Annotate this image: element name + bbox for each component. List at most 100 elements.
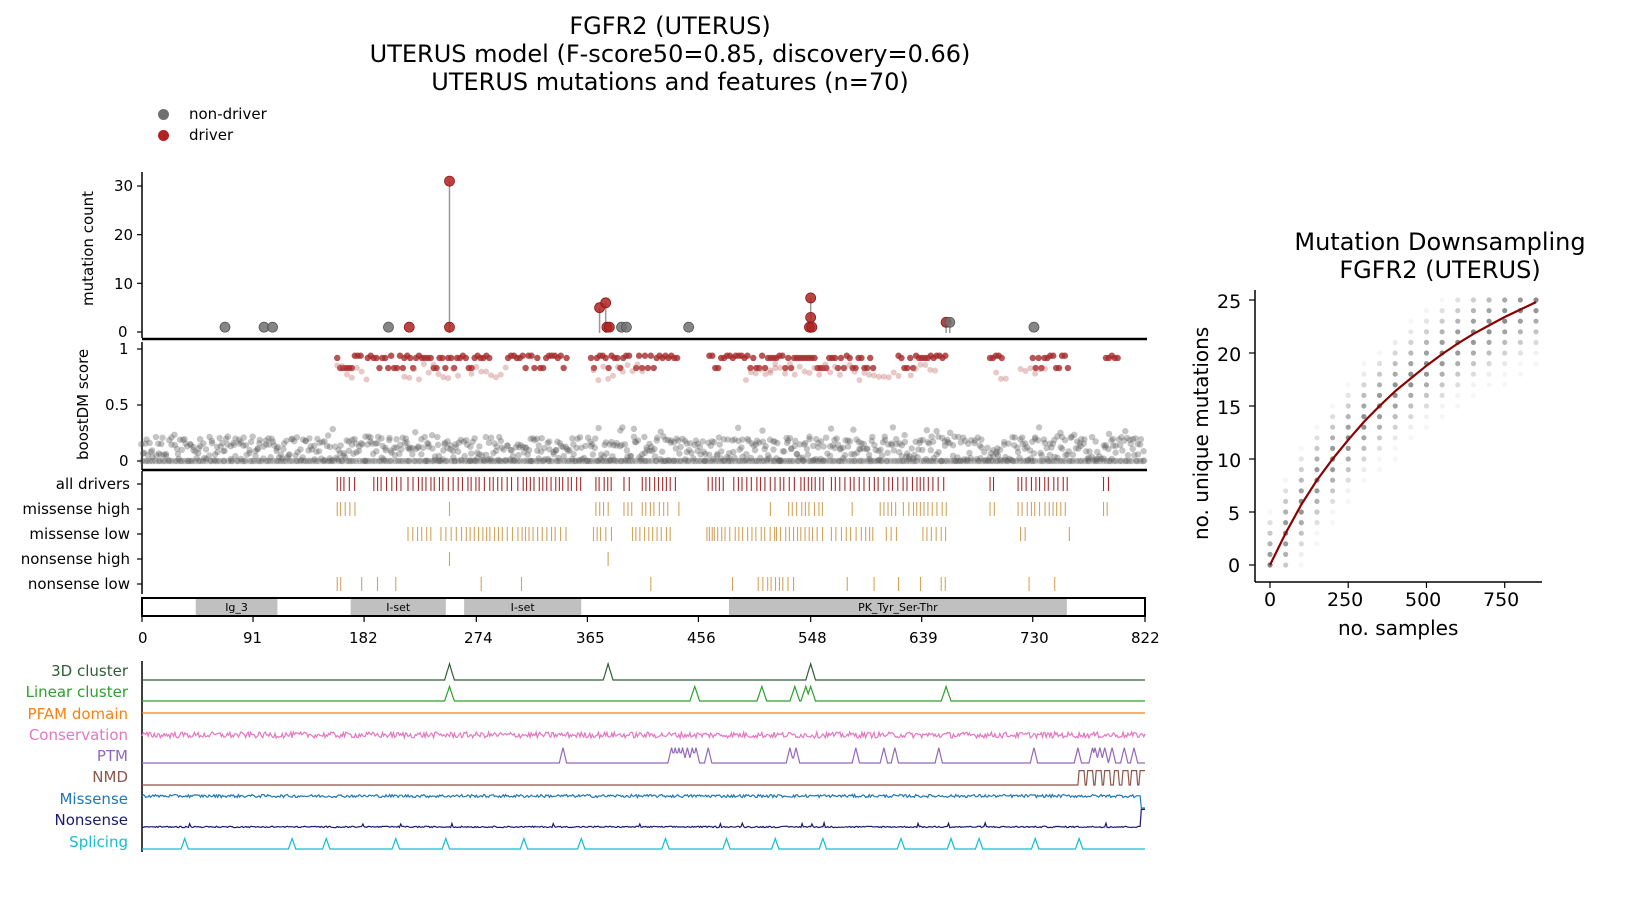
domain-I-set: I-set xyxy=(464,599,582,615)
boostdm-point-non-driver xyxy=(973,455,980,463)
boostdm-point-non-driver xyxy=(702,457,709,464)
boostdm-point-non-driver xyxy=(800,441,808,448)
boostdm-point-non-driver xyxy=(240,434,247,441)
boostdm-point-driver xyxy=(590,364,598,372)
boostdm-point-non-driver xyxy=(452,443,460,451)
boostdm-point-non-driver xyxy=(751,457,758,465)
boostdm-point-driver-low xyxy=(927,366,934,373)
boostdm-point-non-driver xyxy=(1024,456,1032,464)
boostdm-point-non-driver xyxy=(474,454,481,462)
boostdm-point-driver xyxy=(625,352,633,359)
track-missense-high xyxy=(137,502,1108,516)
downsampling-point xyxy=(1502,382,1508,388)
downsampling-point xyxy=(1455,371,1461,377)
downsampling-point xyxy=(1329,435,1336,441)
boostdm-point-non-driver xyxy=(729,437,736,444)
boostdm-point-non-driver xyxy=(247,438,255,446)
boostdm-point-driver-low xyxy=(619,368,626,375)
boostdm-point-driver-low xyxy=(841,364,848,371)
boostdm-point-non-driver xyxy=(697,457,704,465)
downsampling-point xyxy=(1298,530,1304,536)
boostdm-point-non-driver xyxy=(755,439,763,446)
boostdm-point-non-driver xyxy=(634,437,642,444)
boostdm-point-non-driver xyxy=(959,434,967,441)
boostdm-point-non-driver xyxy=(254,445,262,452)
downsampling-point xyxy=(1502,329,1508,335)
lollipop-point-driver xyxy=(805,292,817,304)
boostdm-point-non-driver xyxy=(1054,433,1061,440)
boostdm-point-non-driver xyxy=(752,441,760,448)
boostdm-point-non-driver xyxy=(1003,457,1011,465)
boostdm-point-non-driver xyxy=(493,457,500,465)
boostdm-point-non-driver xyxy=(728,457,736,465)
boostdm-point-non-driver xyxy=(406,457,413,465)
boostdm-point-non-driver xyxy=(736,457,744,465)
downsampling-point xyxy=(1267,530,1273,536)
boostdm-point-driver xyxy=(650,364,657,372)
boostdm-point-non-driver xyxy=(643,446,651,454)
boostdm-point-non-driver xyxy=(1036,457,1043,465)
boostdm-point-non-driver xyxy=(197,442,204,450)
boostdm-point-non-driver xyxy=(914,454,921,461)
boostdm-point-non-driver xyxy=(434,433,441,441)
boostdm-point-driver xyxy=(605,364,612,372)
boostdm-point-non-driver xyxy=(431,453,439,460)
boostdm-point-non-driver xyxy=(774,439,781,447)
boostdm-point-non-driver xyxy=(432,456,439,463)
boostdm-point-non-driver xyxy=(149,457,156,465)
boostdm-point-non-driver xyxy=(850,457,858,465)
boostdm-point-non-driver xyxy=(689,457,697,465)
boostdm-point-non-driver xyxy=(1086,448,1093,455)
boostdm-point-non-driver xyxy=(199,457,207,465)
boostdm-point-non-driver xyxy=(487,457,495,465)
boostdm-point-non-driver xyxy=(889,424,897,431)
boostdm-point-driver xyxy=(904,364,911,372)
boostdm-point-non-driver xyxy=(718,457,725,465)
boostdm-point-non-driver xyxy=(967,454,974,462)
boostdm-point-non-driver xyxy=(402,457,410,465)
boostdm-point-non-driver xyxy=(324,432,332,439)
boostdm-point-non-driver xyxy=(391,444,398,451)
boostdm-point-non-driver xyxy=(939,434,946,442)
boostdm-point-non-driver xyxy=(1019,434,1026,441)
boostdm-point-non-driver xyxy=(200,440,207,447)
boostdm-point-non-driver xyxy=(622,457,630,464)
boostdm-point-non-driver xyxy=(912,438,919,446)
domain-label: I-set xyxy=(386,601,411,614)
boostdm-point-driver-low xyxy=(816,371,823,378)
boostdm-point-driver xyxy=(560,364,567,372)
boostdm-point-non-driver xyxy=(1059,445,1066,452)
boostdm-point-non-driver xyxy=(503,457,510,465)
downsampling-point xyxy=(1423,403,1430,409)
boostdm-point-driver-low xyxy=(401,373,408,380)
boostdm-point-non-driver xyxy=(404,444,412,452)
downsampling-point xyxy=(1423,318,1430,324)
boostdm-point-non-driver xyxy=(297,457,304,465)
boostdm-point-non-driver xyxy=(575,457,583,464)
downsampling-point xyxy=(1486,297,1492,303)
downsampling-point xyxy=(1408,403,1414,409)
downsampling-y-tick-10: 10 xyxy=(1217,450,1242,472)
boostdm-point-non-driver xyxy=(957,457,964,465)
boostdm-point-non-driver xyxy=(584,457,592,465)
boostdm-point-non-driver xyxy=(252,447,259,455)
boostdm-point-non-driver xyxy=(307,443,314,450)
boostdm-point-non-driver xyxy=(326,457,333,465)
boostdm-point-non-driver xyxy=(887,457,895,465)
boostdm-point-non-driver xyxy=(699,438,706,445)
boostdm-point-non-driver xyxy=(286,451,293,458)
boostdm-point-non-driver xyxy=(845,457,852,465)
boostdm-point-non-driver xyxy=(613,439,620,447)
boostdm-point-non-driver xyxy=(643,444,650,451)
boostdm-point-non-driver xyxy=(747,454,755,462)
boostdm-point-non-driver xyxy=(438,457,445,465)
downsampling-point xyxy=(1408,361,1414,367)
boostdm-point-driver xyxy=(635,352,643,359)
boostdm-point-non-driver xyxy=(412,445,420,453)
boostdm-point-driver-low xyxy=(1022,367,1029,374)
track-label-nonsense-low: nonsense low xyxy=(27,575,130,593)
boostdm-point-non-driver xyxy=(661,457,669,465)
boostdm-point-non-driver xyxy=(1078,435,1085,443)
boostdm-point-non-driver xyxy=(485,439,493,446)
boostdm-point-non-driver xyxy=(881,433,888,440)
